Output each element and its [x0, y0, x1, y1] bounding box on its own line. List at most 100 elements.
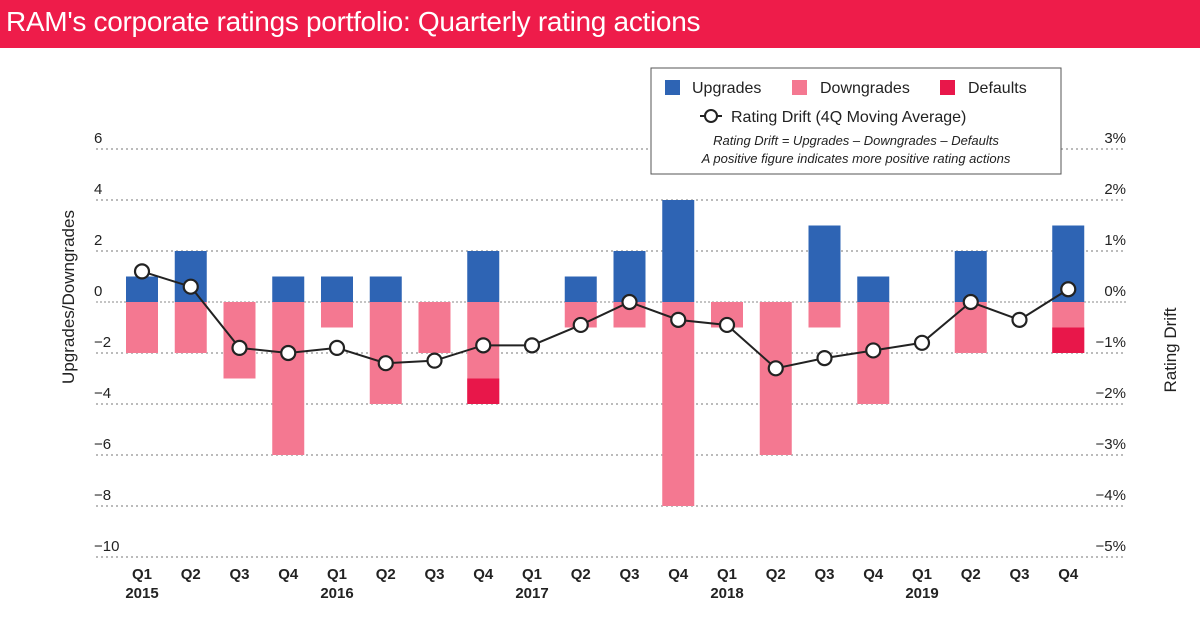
bar-defaults: [1052, 327, 1085, 353]
x-tick-quarter: Q4: [473, 566, 494, 583]
y-tick-right: 2%: [1104, 181, 1126, 198]
rating-drift-point: [475, 337, 492, 354]
rating-drift-point: [280, 344, 297, 362]
bar-upgrades: [369, 276, 402, 302]
x-tick-quarter: Q3: [424, 566, 444, 583]
bar-upgrades: [662, 200, 695, 302]
x-tick-quarter: Q4: [668, 566, 689, 583]
y-tick-right: −1%: [1096, 334, 1126, 351]
x-tick-quarter: Q2: [961, 566, 981, 583]
bar-upgrades: [564, 276, 597, 302]
bar-downgrades: [126, 302, 158, 353]
rating-drift-point: [962, 293, 979, 311]
bar-downgrades: [321, 302, 353, 328]
rating-drift-point: [1011, 311, 1028, 328]
y-tick-left: 0: [94, 283, 102, 300]
y-axis-label-left: Upgrades/Downgrades: [59, 210, 78, 384]
title-bar: RAM's corporate ratings portfolio: Quart…: [0, 0, 1200, 48]
bar-upgrades: [808, 225, 841, 302]
rating-drift-point: [767, 360, 784, 377]
bar-downgrades: [759, 302, 792, 455]
rating-drift-point: [377, 355, 394, 372]
legend-box: [650, 67, 1062, 175]
rating-drift-point: [231, 339, 248, 356]
x-tick-quarter: Q1: [327, 566, 347, 583]
legend-label-defaults: Defaults: [968, 80, 1027, 97]
x-tick-quarter: Q2: [571, 566, 591, 583]
bar-upgrades: [954, 251, 987, 302]
y-tick-right: 3%: [1104, 130, 1126, 147]
rating-drift-point: [816, 350, 833, 367]
bar-downgrades: [808, 302, 841, 328]
rating-drift-point: [913, 334, 931, 351]
bars: [126, 200, 1085, 506]
bar-defaults: [467, 378, 500, 404]
axis-ticks: 6 3% 4 2% 2 1% 0 0% −2 −1% −4 −2% −6 −3% −8 −4% −10 −5% Q1…: [94, 130, 1126, 602]
y-tick-left: −4: [94, 385, 111, 402]
y-tick-right: −5%: [1096, 538, 1126, 555]
bar-downgrades: [174, 302, 207, 353]
legend-drift-marker-icon: [704, 109, 718, 123]
bar-downgrades: [369, 302, 402, 404]
x-tick-quarter: Q1: [717, 566, 737, 583]
y-tick-left: −10: [94, 538, 119, 555]
y-tick-right: 0%: [1104, 283, 1126, 300]
rating-drift-point: [621, 293, 638, 311]
x-tick-quarter: Q3: [1009, 566, 1029, 583]
rating-drift-point: [572, 316, 589, 334]
y-tick-left: −6: [94, 436, 111, 453]
legend-swatch-upgrades: [665, 80, 680, 95]
x-tick-year: 2015: [125, 585, 158, 602]
y-tick-left: 4: [94, 181, 102, 198]
x-tick-quarter: Q2: [376, 566, 396, 583]
y-tick-right: −4%: [1096, 487, 1126, 504]
legend-swatch-downgrades: [792, 80, 807, 95]
x-tick-quarter: Q1: [132, 566, 152, 583]
bar-upgrades: [467, 251, 500, 302]
x-tick-year: 2017: [515, 585, 548, 602]
bar-upgrades: [272, 276, 305, 302]
x-tick-quarter: Q3: [229, 566, 249, 583]
x-tick-quarter: Q4: [863, 566, 884, 583]
y-tick-right: −3%: [1096, 436, 1126, 453]
bar-downgrades: [662, 302, 695, 506]
bar-upgrades: [126, 276, 158, 302]
bar-upgrades: [857, 276, 890, 302]
y-tick-right: 1%: [1104, 232, 1126, 249]
rating-drift-point: [182, 278, 199, 295]
y-tick-left: −2: [94, 334, 111, 351]
gridlines: [96, 148, 1126, 558]
rating-drift-point: [426, 352, 443, 369]
legend-note-explanation: A positive figure indicates more positiv…: [701, 151, 1011, 166]
legend-label-drift: Rating Drift (4Q Moving Average): [731, 109, 966, 126]
rating-drift-point: [718, 316, 736, 334]
legend-label-downgrades: Downgrades: [820, 80, 910, 97]
chart-title: RAM's corporate ratings portfolio: Quart…: [6, 6, 701, 37]
x-tick-quarter: Q2: [181, 566, 201, 583]
x-tick-quarter: Q4: [1058, 566, 1079, 583]
rating-drift-point: [670, 311, 687, 328]
rating-drift-point: [1060, 281, 1077, 298]
bar-upgrades: [321, 276, 353, 302]
x-tick-year: 2016: [320, 585, 353, 602]
rating-drift-point: [133, 263, 151, 280]
rating-drift-series: [133, 263, 1077, 377]
x-tick-quarter: Q3: [619, 566, 639, 583]
legend: Upgrades Downgrades Defaults Rating Drif…: [650, 67, 1062, 175]
x-tick-quarter: Q2: [766, 566, 786, 583]
y-tick-left: −8: [94, 487, 111, 504]
rating-drift-line: [141, 270, 1069, 370]
x-tick-quarter: Q3: [814, 566, 834, 583]
bar-downgrades: [272, 302, 305, 455]
x-tick-year: 2018: [710, 585, 743, 602]
y-tick-left: 6: [94, 130, 102, 147]
x-tick-quarter: Q1: [912, 566, 932, 583]
legend-note-formula: Rating Drift = Upgrades – Downgrades – D…: [713, 133, 999, 148]
legend-swatch-defaults: [940, 80, 955, 95]
y-tick-left: 2: [94, 232, 102, 249]
bar-downgrades: [418, 302, 451, 353]
x-tick-year: 2019: [905, 585, 938, 602]
x-tick-quarter: Q4: [278, 566, 299, 583]
y-axis-label-right: Rating Drift: [1161, 307, 1180, 392]
